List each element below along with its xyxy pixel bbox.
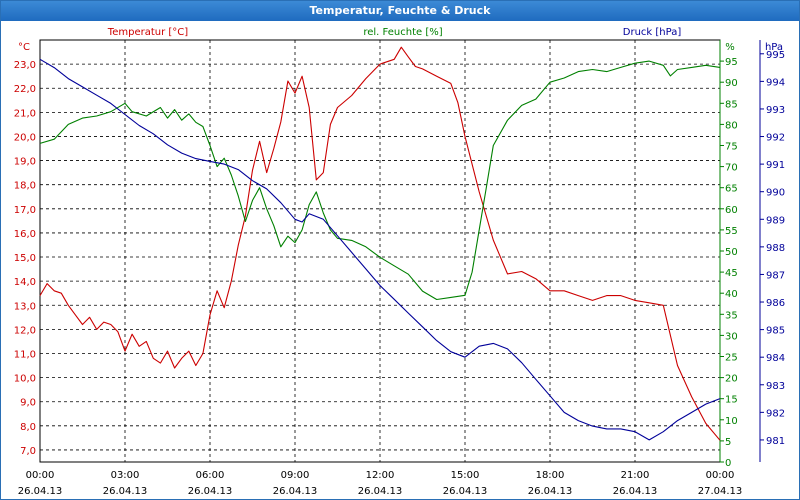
humidity-tick-label: 20 [725,374,738,385]
humidity-tick-label: 85 [725,99,738,110]
pressure-tick-label: 994 [766,77,785,88]
humidity-tick-label: 50 [725,247,738,258]
x-tick-date: 26.04.13 [613,486,658,497]
x-tick-time: 21:00 [621,470,650,481]
humidity-tick-label: 15 [725,395,738,406]
temp-unit-label: °C [18,42,30,53]
x-tick-time: 12:00 [366,470,395,481]
temp-tick-label: 10,0 [14,374,36,385]
legend-label: Temperatur [°C] [107,27,188,38]
temp-tick-label: 19,0 [14,157,36,168]
humidity-tick-label: 60 [725,205,738,216]
temp-tick-label: 7,0 [20,446,36,457]
humidity-tick-label: 25 [725,353,738,364]
temp-tick-label: 18,0 [14,181,36,192]
x-tick-time: 00:00 [26,470,55,481]
pressure-tick-label: 984 [766,353,785,364]
temp-tick-label: 11,0 [14,349,36,360]
humidity-tick-label: 90 [725,78,738,89]
humidity-tick-label: 55 [725,226,738,237]
humidity-tick-label: 0 [725,458,731,469]
pressure-tick-label: 987 [766,270,785,281]
x-tick-time: 06:00 [196,470,225,481]
temp-tick-label: 8,0 [20,422,36,433]
temp-tick-label: 9,0 [20,398,36,409]
x-tick-date: 27.04.13 [698,486,743,497]
pressure-tick-label: 995 [766,50,785,61]
humidity-tick-label: 65 [725,184,738,195]
humidity-tick-label: 70 [725,163,738,174]
temp-tick-label: 22,0 [14,84,36,95]
pressure-tick-label: 991 [766,160,785,171]
temp-tick-label: 13,0 [14,301,36,312]
humidity-tick-label: 95 [725,57,738,68]
temp-tick-label: 17,0 [14,205,36,216]
pressure-tick-label: 985 [766,326,785,337]
pressure-tick-label: 992 [766,133,785,144]
temp-tick-label: 14,0 [14,277,36,288]
legend-label: Druck [hPa] [623,27,682,38]
series-line-humidity [39,60,721,301]
humidity-tick-label: 30 [725,331,738,342]
temp-tick-label: 23,0 [14,60,36,71]
pressure-tick-label: 989 [766,215,785,226]
x-tick-date: 26.04.13 [528,486,573,497]
x-tick-time: 09:00 [281,470,310,481]
x-tick-date: 26.04.13 [358,486,403,497]
pressure-unit-label: hPa [765,42,783,53]
humidity-tick-label: 75 [725,142,738,153]
pressure-tick-label: 988 [766,243,785,254]
x-tick-date: 26.04.13 [443,486,488,497]
pressure-tick-label: 983 [766,381,785,392]
legend-label: rel. Feuchte [%] [363,27,442,38]
humidity-tick-label: 40 [725,289,738,300]
pressure-tick-label: 993 [766,105,785,116]
temp-tick-label: 12,0 [14,325,36,336]
x-tick-time: 03:00 [111,470,140,481]
x-tick-time: 15:00 [451,470,480,481]
temp-tick-label: 16,0 [14,229,36,240]
humidity-unit-label: % [725,42,735,53]
pressure-tick-label: 982 [766,408,785,419]
window-title: Temperatur, Feuchte & Druck [1,1,799,21]
x-tick-date: 26.04.13 [188,486,233,497]
x-tick-time: 00:00 [706,470,735,481]
temp-tick-label: 21,0 [14,108,36,119]
pressure-tick-label: 990 [766,188,785,199]
humidity-tick-label: 35 [725,310,738,321]
x-tick-date: 26.04.13 [18,486,63,497]
humidity-tick-label: 80 [725,120,738,131]
temp-tick-label: 15,0 [14,253,36,264]
series-line-pressure [39,58,721,441]
humidity-tick-label: 5 [725,437,731,448]
x-tick-date: 26.04.13 [273,486,318,497]
x-tick-date: 26.04.13 [103,486,148,497]
series-line-temp [39,46,721,441]
temp-tick-label: 20,0 [14,132,36,143]
humidity-tick-label: 10 [725,416,738,427]
pressure-tick-label: 981 [766,436,785,447]
humidity-tick-label: 45 [725,268,738,279]
x-tick-time: 18:00 [536,470,565,481]
pressure-tick-label: 986 [766,298,785,309]
